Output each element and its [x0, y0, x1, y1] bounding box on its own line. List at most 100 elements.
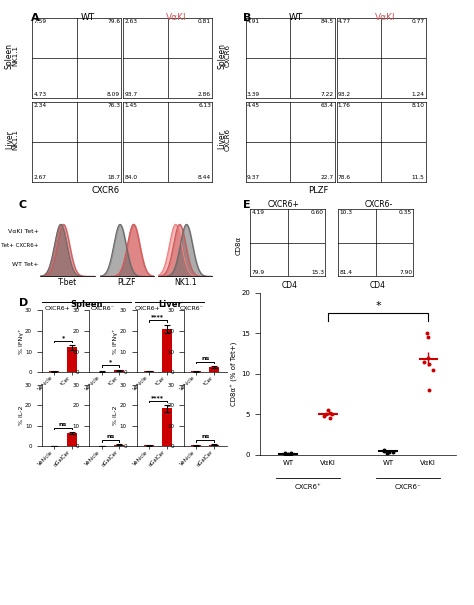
Text: NK1.1: NK1.1 [13, 45, 18, 66]
Text: Liver: Liver [5, 129, 14, 149]
Point [423, 329, 431, 338]
Point [282, 450, 289, 459]
Text: CXCR6: CXCR6 [91, 186, 119, 195]
Text: 7.59: 7.59 [34, 19, 47, 24]
Bar [162, 329, 172, 372]
Text: 79.6: 79.6 [107, 19, 120, 24]
Bar [49, 371, 59, 372]
Point [420, 357, 428, 367]
Text: 93.7: 93.7 [125, 92, 138, 97]
Text: ****: **** [151, 394, 164, 400]
Text: CXCR6+: CXCR6+ [45, 306, 71, 310]
Bar [114, 370, 124, 372]
Text: 78.6: 78.6 [338, 175, 351, 180]
Text: E: E [243, 200, 250, 210]
Text: 0.77: 0.77 [411, 19, 424, 24]
Point [389, 447, 397, 457]
Text: Liver: Liver [218, 129, 226, 149]
Text: VαKI: VαKI [166, 13, 187, 22]
Bar [114, 445, 124, 446]
Point [288, 448, 295, 458]
Text: Spleen: Spleen [218, 43, 226, 68]
Point [425, 385, 432, 395]
Text: D: D [19, 298, 28, 308]
Y-axis label: % IL-2: % IL-2 [113, 406, 118, 425]
Bar [144, 371, 154, 372]
Point [380, 446, 388, 456]
X-axis label: NK1.1: NK1.1 [174, 278, 196, 287]
Text: 7.90: 7.90 [399, 270, 412, 275]
Text: 4.77: 4.77 [338, 19, 351, 24]
Text: 0.35: 0.35 [399, 210, 412, 215]
Text: CXCR6⁻: CXCR6⁻ [180, 306, 204, 310]
Text: CXCR6⁻: CXCR6⁻ [91, 306, 115, 310]
Text: 84.5: 84.5 [320, 19, 333, 24]
Bar [67, 433, 77, 446]
Text: CXCR6+: CXCR6+ [135, 306, 161, 310]
Text: PLZF: PLZF [309, 186, 328, 195]
Text: *: * [62, 335, 64, 340]
Text: 93.2: 93.2 [338, 92, 351, 97]
Text: 0.81: 0.81 [198, 19, 211, 24]
Text: 2.63: 2.63 [125, 19, 137, 24]
Text: Liver: Liver [158, 300, 182, 309]
Y-axis label: % IFNγ⁺: % IFNγ⁺ [113, 329, 118, 354]
Y-axis label: CD8α⁺ (% of Tet+): CD8α⁺ (% of Tet+) [231, 342, 238, 406]
Point [426, 359, 433, 369]
Text: 8.44: 8.44 [198, 175, 211, 180]
Text: CXCR6⁻: CXCR6⁻ [395, 484, 422, 490]
Point [324, 405, 332, 415]
Text: C: C [19, 200, 27, 210]
Point [320, 411, 328, 421]
Text: 4.19: 4.19 [251, 210, 264, 215]
Text: *: * [375, 301, 381, 312]
Text: VαKI Tet+: VαKI Tet+ [8, 229, 39, 234]
Text: 1.76: 1.76 [338, 103, 351, 108]
Text: CD8α: CD8α [236, 235, 242, 255]
Text: 84.0: 84.0 [125, 175, 138, 180]
Point [327, 414, 334, 424]
Text: VαKI: VαKI [374, 13, 395, 22]
Text: 0.60: 0.60 [311, 210, 324, 215]
Text: 1.24: 1.24 [411, 92, 424, 97]
Text: A: A [31, 13, 39, 24]
Bar [67, 347, 77, 372]
Text: CXCR6+: CXCR6+ [267, 200, 300, 209]
Text: ns: ns [201, 434, 210, 439]
Text: 76.3: 76.3 [107, 103, 120, 108]
Point [385, 447, 393, 457]
Y-axis label: % IL-2: % IL-2 [18, 406, 24, 425]
Text: 81.4: 81.4 [339, 270, 353, 275]
Text: 63.4: 63.4 [320, 103, 333, 108]
Text: 10.3: 10.3 [339, 210, 353, 215]
Point [326, 408, 334, 417]
Text: 4.45: 4.45 [247, 103, 260, 108]
Text: 79.9: 79.9 [251, 270, 264, 275]
Text: 11.5: 11.5 [411, 175, 424, 180]
Text: *: * [109, 359, 112, 365]
Point [287, 449, 295, 459]
Text: ns: ns [106, 434, 115, 439]
Text: 2.86: 2.86 [198, 92, 211, 97]
Text: 7.22: 7.22 [320, 92, 333, 97]
Text: WT: WT [81, 13, 95, 22]
Text: 9.37: 9.37 [247, 175, 260, 180]
Text: 4.73: 4.73 [34, 92, 47, 97]
Text: 22.7: 22.7 [320, 175, 333, 180]
Point [284, 449, 292, 459]
Bar [144, 445, 154, 446]
Text: WT: WT [289, 13, 303, 22]
Point [328, 410, 336, 419]
Point [323, 409, 330, 419]
Text: WT Tet+: WT Tet+ [12, 263, 39, 267]
Text: 8.10: 8.10 [411, 103, 424, 108]
Text: CXCR6: CXCR6 [225, 44, 231, 67]
Text: 4.91: 4.91 [247, 19, 260, 24]
Text: CD4: CD4 [281, 281, 297, 290]
Text: VαKI Tet+ CXCR6+: VαKI Tet+ CXCR6+ [0, 243, 39, 248]
Text: 15.3: 15.3 [311, 270, 324, 275]
Text: NK1.1: NK1.1 [13, 129, 18, 149]
X-axis label: PLZF: PLZF [118, 278, 136, 287]
Text: ns: ns [59, 422, 67, 427]
Text: 1.45: 1.45 [125, 103, 137, 108]
